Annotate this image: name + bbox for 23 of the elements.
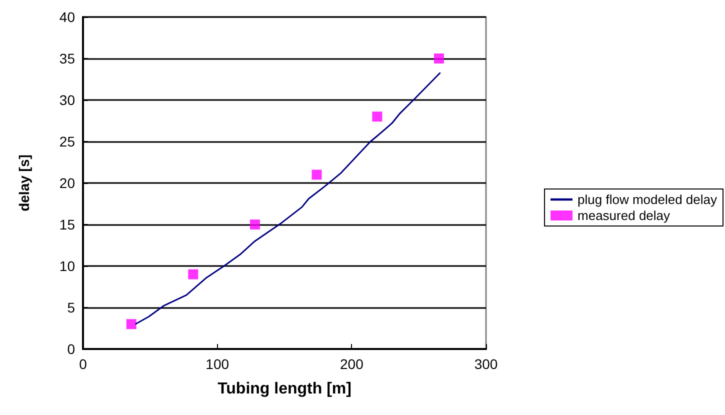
- y-tick-label: 0: [67, 341, 76, 357]
- x-tick-label: 200: [340, 356, 364, 372]
- point: [372, 112, 382, 122]
- y-tick-label: 25: [59, 134, 76, 150]
- x-tick-label: 300: [474, 356, 498, 372]
- point: [126, 319, 136, 330]
- x-axis-title: Tubing length [m]: [218, 380, 352, 398]
- y-tick-label: 15: [59, 216, 76, 232]
- x-tick-label: 0: [79, 356, 88, 372]
- point: [250, 220, 260, 230]
- legend-label: measured delay: [578, 208, 671, 223]
- point: [434, 54, 444, 64]
- y-axis-title: delay [s]: [16, 154, 32, 212]
- y-tick-label: 10: [59, 258, 76, 274]
- point: [312, 170, 322, 180]
- y-tick-label: 40: [59, 9, 76, 25]
- y-tick-label: 5: [67, 300, 76, 316]
- y-tick-label: 30: [59, 92, 76, 108]
- x-tick-label: 100: [206, 356, 230, 372]
- point: [188, 269, 198, 280]
- y-tick-label: 20: [59, 175, 76, 191]
- legend-label: plug flow modeled delay: [578, 192, 718, 207]
- y-tick-label: 35: [59, 50, 76, 66]
